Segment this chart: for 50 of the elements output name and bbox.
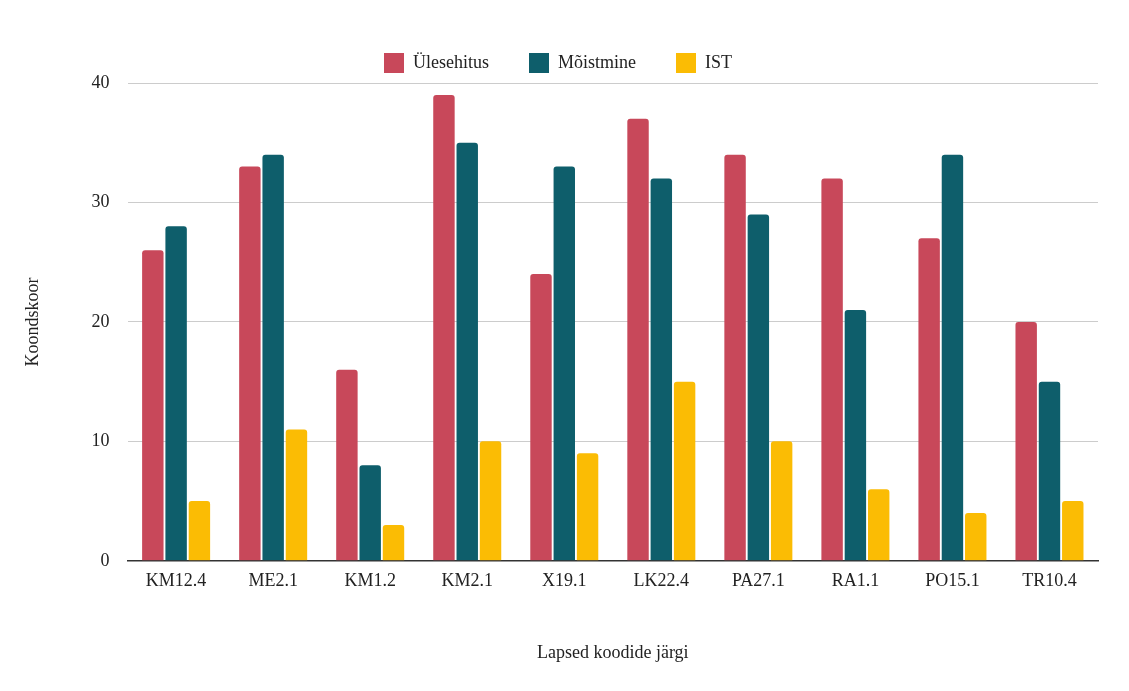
bar [1015, 321, 1037, 561]
x-tick-label: X19.1 [542, 570, 587, 591]
bar [382, 524, 405, 561]
bar [285, 429, 308, 561]
y-tick-label: 10 [91, 430, 110, 451]
bar [770, 441, 793, 561]
bar [941, 154, 964, 561]
bar [673, 381, 696, 561]
bar [821, 178, 843, 561]
x-tick-label: LK22.4 [633, 570, 690, 591]
bar [142, 250, 164, 561]
x-tick-label: KM1.2 [344, 570, 396, 591]
bar [165, 226, 187, 561]
bar [627, 118, 649, 561]
bar [359, 465, 381, 561]
bar [965, 513, 987, 561]
y-tick-label: 20 [91, 310, 110, 331]
x-tick-label: PA27.1 [731, 570, 785, 591]
x-tick-label: KM12.4 [145, 570, 207, 591]
bar [239, 166, 261, 561]
y-tick-label: 0 [100, 549, 110, 570]
bar [1062, 501, 1084, 561]
bar [336, 369, 358, 561]
bar [867, 489, 890, 561]
y-axis-title: Koondskoor [21, 277, 42, 367]
y-tick-label: 40 [91, 71, 110, 92]
legend-label: Mõistmine [557, 51, 637, 72]
bar [188, 501, 211, 561]
bar [479, 441, 502, 561]
x-tick-label: TR10.4 [1022, 570, 1077, 591]
bar [553, 166, 575, 561]
legend-label: Ülesehitus [413, 51, 489, 72]
bar [262, 154, 284, 561]
bar [724, 154, 746, 561]
x-tick-label: PO15.1 [925, 570, 980, 591]
bar [844, 309, 867, 561]
x-tick-label: ME2.1 [248, 570, 298, 591]
bar [433, 94, 455, 561]
y-tick-label: 30 [91, 191, 110, 212]
bar [747, 214, 770, 561]
bar [530, 274, 552, 561]
bar [576, 453, 599, 561]
bar [456, 142, 478, 561]
x-tick-label: RA1.1 [831, 570, 880, 591]
bar [918, 238, 940, 561]
x-axis-title: Lapsed koodide järgi [536, 641, 689, 662]
x-tick-label: KM2.1 [441, 570, 493, 591]
bar [1038, 381, 1061, 561]
legend-label: IST [705, 51, 732, 72]
bar [650, 178, 673, 561]
